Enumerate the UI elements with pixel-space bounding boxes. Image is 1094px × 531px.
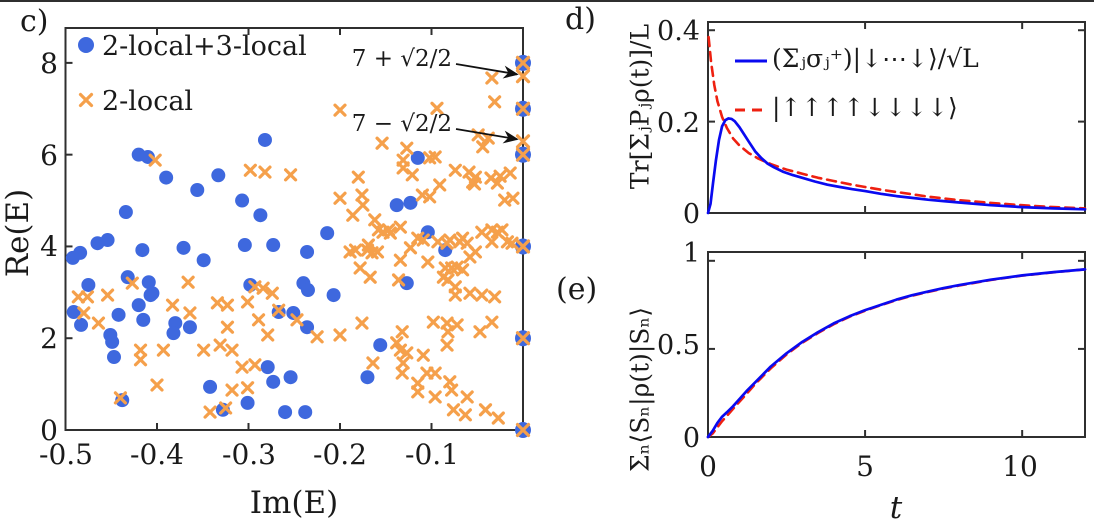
e-yaxis-label: Σₙ⟨Sₙ|ρ(t)|Sₙ⟩ [625, 307, 655, 472]
c-xtick--0.4: -0.4 [130, 438, 184, 471]
e-ytick-0: 0 [682, 423, 700, 454]
c-xaxis-label: Im(E) [249, 485, 339, 521]
d-ytick-0.4: 0.4 [657, 16, 700, 47]
d-ytick-0.2: 0.2 [657, 108, 700, 139]
legend-d-item-superposition-label: (Σⱼσⱼ⁺)|↓⋯↓⟩/√L [772, 44, 979, 73]
e-xtick-5: 5 [856, 450, 874, 483]
d-ytick-0: 0 [682, 199, 700, 230]
legend-c-item-2local-label: 2-local [102, 86, 194, 117]
c-ytick-4: 4 [40, 230, 58, 263]
c-ytick-2: 2 [40, 322, 58, 355]
panel-d-letter: d) [565, 2, 596, 37]
annotation-7-plus-sqrt2-over-2: 7 + √2/2 [351, 46, 452, 72]
c-xtick--0.3: -0.3 [222, 438, 276, 471]
e-ytick-1: 1 [682, 238, 700, 269]
c-xtick--0.1: -0.1 [405, 438, 459, 471]
c-ytick-6: 6 [40, 139, 58, 172]
annotation-7-minus-sqrt2-over-2: 7 − √2/2 [351, 111, 452, 137]
legend-d-item-domainwall-label: |↑↑↑↑↓↓↓↓⟩ [772, 93, 958, 122]
figure-top-border [0, 0, 1094, 2]
panel-e-letter: (e) [556, 272, 598, 307]
e-ytick-0.5: 0.5 [657, 330, 700, 361]
e-xtick-0: 0 [699, 450, 717, 483]
e-xtick-10: 10 [1002, 450, 1038, 483]
c-xtick--0.5: -0.5 [39, 438, 93, 471]
c-yaxis-label: Re(E) [0, 188, 36, 278]
e-xaxis-label: t [889, 490, 903, 526]
c-ytick-0: 0 [40, 414, 58, 447]
panel-c-letter: c) [20, 4, 49, 39]
c-xtick--0.2: -0.2 [313, 438, 367, 471]
legend-c-item-2local3local-label: 2-local+3-local [102, 31, 307, 62]
c-ytick-8: 8 [40, 47, 58, 80]
